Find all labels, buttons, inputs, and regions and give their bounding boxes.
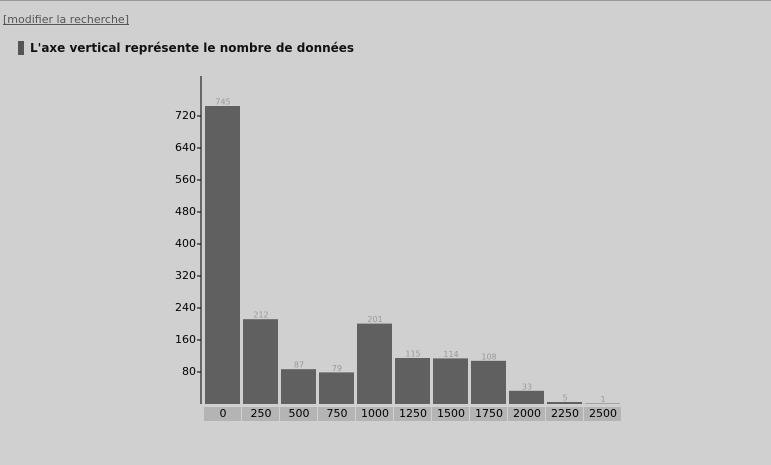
bar-value-label: 115 — [405, 350, 420, 359]
x-tick-label: 500 — [289, 407, 310, 420]
bar — [281, 369, 316, 404]
x-label-box — [242, 407, 279, 421]
bar-value-label: 79 — [332, 364, 342, 373]
y-tick-label: 720 — [175, 109, 196, 122]
bar — [471, 360, 506, 404]
x-tick-label: 750 — [327, 407, 348, 420]
x-label-box — [318, 407, 355, 421]
x-tick-label: 1500 — [437, 407, 465, 420]
modify-search-link[interactable]: [modifier la recherche] — [3, 13, 129, 26]
x-tick-label: 2000 — [513, 407, 541, 420]
x-tick-label: 1250 — [399, 407, 427, 420]
bar — [357, 323, 392, 404]
bar — [319, 372, 354, 404]
bar-value-label: 108 — [481, 352, 496, 361]
x-tick-label: 1750 — [475, 407, 503, 420]
x-tick-label: 0 — [220, 407, 227, 420]
bar — [205, 106, 240, 404]
x-label-box — [432, 407, 469, 421]
x-label-box — [470, 407, 507, 421]
bar — [243, 319, 278, 404]
y-tick-label: 80 — [182, 365, 196, 378]
y-tick-label: 320 — [175, 269, 196, 282]
top-rule — [0, 0, 771, 1]
x-tick-label: 1000 — [361, 407, 389, 420]
x-label-box — [508, 407, 545, 421]
bar-value-label: 87 — [294, 361, 304, 370]
bar — [395, 358, 430, 404]
x-label-box — [584, 407, 621, 421]
bar-value-label: 1 — [600, 395, 605, 404]
bar — [547, 402, 582, 404]
chart-title: L'axe vertical représente le nombre de d… — [18, 41, 354, 55]
bar-value-label: 745 — [215, 98, 230, 107]
x-tick-label: 2500 — [589, 407, 617, 420]
bar — [433, 358, 468, 404]
y-tick-label: 240 — [175, 301, 196, 314]
x-tick-label: 250 — [251, 407, 272, 420]
bar-value-label: 201 — [367, 315, 382, 324]
y-tick-label: 160 — [175, 333, 196, 346]
x-label-box — [280, 407, 317, 421]
bar-value-label: 212 — [253, 311, 268, 320]
bar-value-label: 5 — [562, 394, 567, 403]
y-tick-label: 640 — [175, 141, 196, 154]
y-tick-label: 560 — [175, 173, 196, 186]
bar — [509, 390, 544, 404]
x-label-box — [546, 407, 583, 421]
y-tick-label: 400 — [175, 237, 196, 250]
x-label-box — [356, 407, 393, 421]
x-label-box — [204, 407, 241, 421]
x-tick-label: 2250 — [551, 407, 579, 420]
bar-value-label: 114 — [443, 350, 458, 359]
bar-value-label: 33 — [522, 382, 532, 391]
y-tick-label: 480 — [175, 205, 196, 218]
x-label-box — [394, 407, 431, 421]
